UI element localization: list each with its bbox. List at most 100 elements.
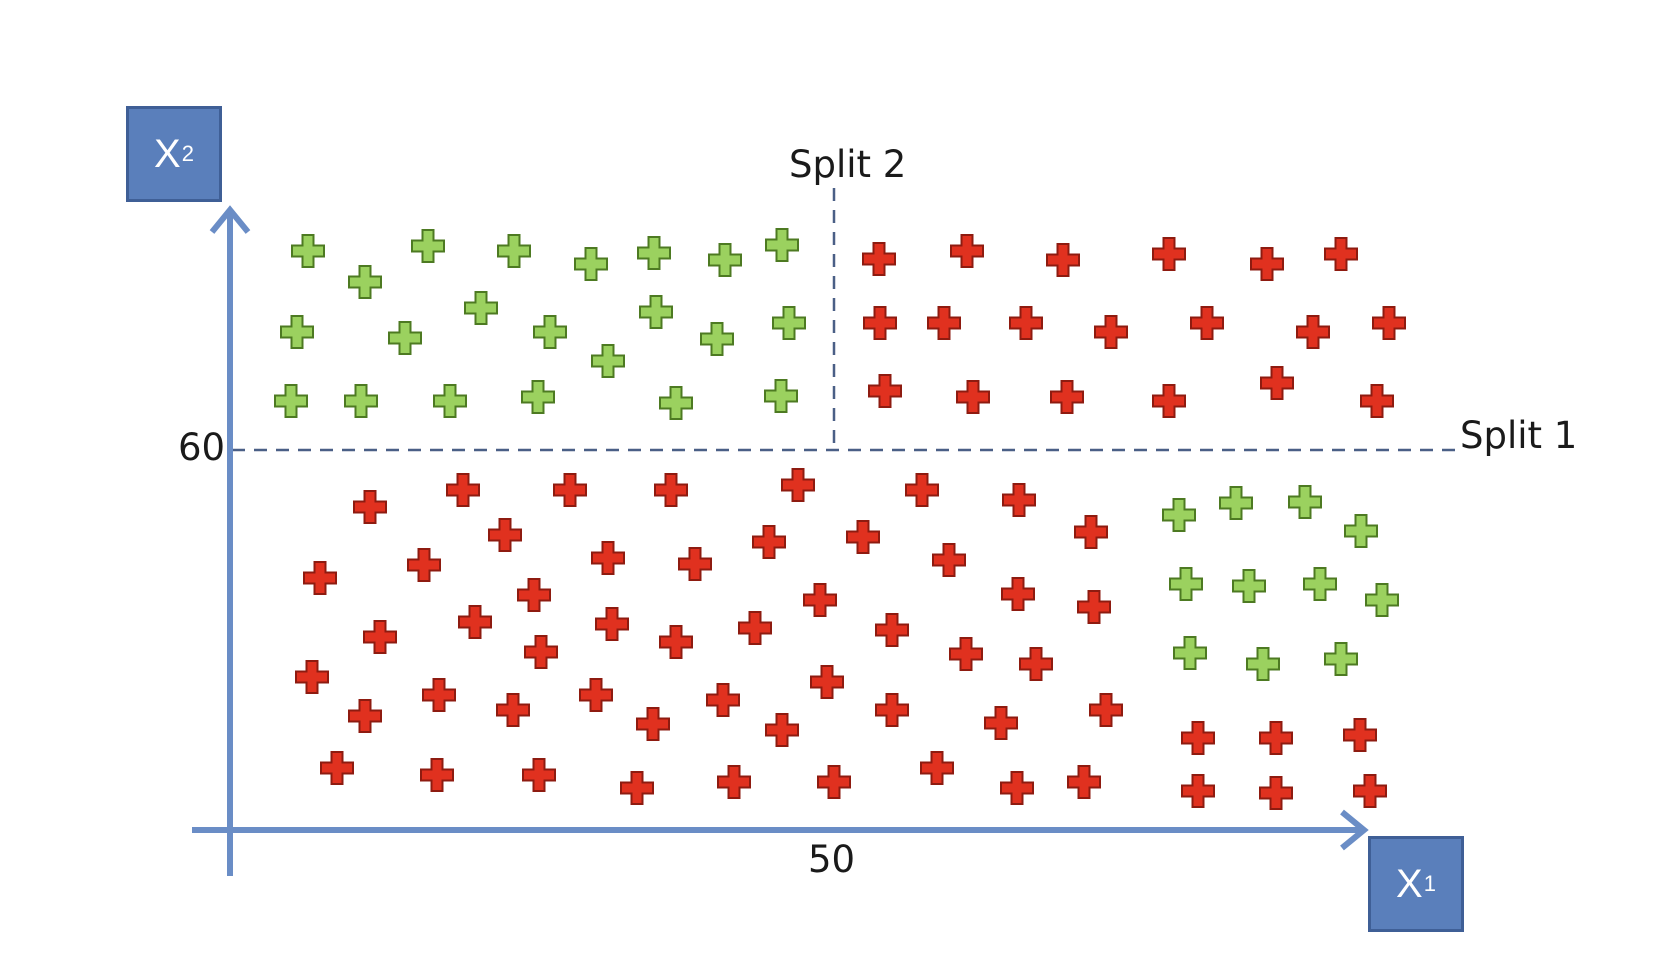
- green-plus-marker: [1169, 567, 1203, 601]
- red-plus-marker: [765, 713, 799, 747]
- red-plus-marker: [458, 605, 492, 639]
- red-plus-marker: [496, 693, 530, 727]
- red-plus-marker: [1094, 315, 1128, 349]
- green-plus-marker: [1219, 486, 1253, 520]
- red-plus-marker: [1001, 577, 1035, 611]
- red-plus-marker: [353, 490, 387, 524]
- red-plus-marker: [905, 473, 939, 507]
- green-plus-marker: [344, 384, 378, 418]
- red-plus-marker: [320, 751, 354, 785]
- red-plus-marker: [752, 525, 786, 559]
- red-plus-marker: [1089, 693, 1123, 727]
- red-plus-marker: [1259, 721, 1293, 755]
- red-plus-marker: [984, 706, 1018, 740]
- green-plus-marker: [708, 243, 742, 277]
- green-plus-marker: [388, 321, 422, 355]
- green-plus-marker: [348, 265, 382, 299]
- green-plus-marker: [433, 384, 467, 418]
- green-plus-marker: [464, 291, 498, 325]
- green-plus-marker: [1246, 647, 1280, 681]
- red-plus-marker: [817, 765, 851, 799]
- red-plus-marker: [949, 637, 983, 671]
- red-plus-marker: [803, 583, 837, 617]
- green-plus-marker: [659, 386, 693, 420]
- red-plus-marker: [1074, 515, 1108, 549]
- red-plus-marker: [932, 543, 966, 577]
- red-plus-marker: [863, 306, 897, 340]
- red-plus-marker: [659, 625, 693, 659]
- red-plus-marker: [591, 541, 625, 575]
- green-plus-marker: [1324, 642, 1358, 676]
- red-plus-marker: [1190, 306, 1224, 340]
- red-plus-marker: [620, 771, 654, 805]
- red-plus-marker: [678, 547, 712, 581]
- green-plus-marker: [533, 315, 567, 349]
- green-plus-marker: [637, 236, 671, 270]
- red-plus-marker: [595, 607, 629, 641]
- red-plus-marker: [1259, 776, 1293, 810]
- green-plus-marker: [765, 228, 799, 262]
- red-plus-marker: [1353, 774, 1387, 808]
- green-plus-marker: [700, 322, 734, 356]
- red-plus-marker: [348, 699, 382, 733]
- x-axis-arrowhead: [1340, 809, 1369, 851]
- green-plus-marker: [280, 315, 314, 349]
- red-plus-marker: [420, 758, 454, 792]
- x-axis-box-sub: 1: [1423, 871, 1436, 896]
- red-plus-marker: [488, 518, 522, 552]
- red-plus-marker: [781, 468, 815, 502]
- red-plus-marker: [920, 751, 954, 785]
- red-plus-marker: [524, 635, 558, 669]
- red-plus-marker: [303, 561, 337, 595]
- red-plus-marker: [553, 473, 587, 507]
- green-plus-marker: [521, 380, 555, 414]
- red-plus-marker: [810, 665, 844, 699]
- x-axis-box-main: X: [1396, 861, 1423, 906]
- x-tick-label: 50: [808, 838, 856, 881]
- green-plus-marker: [497, 234, 531, 268]
- red-plus-marker: [1250, 247, 1284, 281]
- red-plus-marker: [1260, 366, 1294, 400]
- green-plus-marker: [1232, 569, 1266, 603]
- green-plus-marker: [591, 344, 625, 378]
- red-plus-marker: [1046, 243, 1080, 277]
- green-plus-marker: [574, 247, 608, 281]
- y-axis-arrowhead: [209, 205, 251, 234]
- green-plus-marker: [764, 379, 798, 413]
- red-plus-marker: [1009, 306, 1043, 340]
- green-plus-marker: [291, 234, 325, 268]
- red-plus-marker: [706, 683, 740, 717]
- y-axis-box-main: X: [154, 131, 181, 176]
- red-plus-marker: [579, 678, 613, 712]
- red-plus-marker: [1181, 721, 1215, 755]
- red-plus-marker: [1067, 765, 1101, 799]
- red-plus-marker: [1000, 771, 1034, 805]
- y-axis-box-sub: 2: [181, 141, 194, 166]
- split-1-label: Split 1: [1460, 414, 1578, 457]
- red-plus-marker: [295, 660, 329, 694]
- red-plus-marker: [846, 520, 880, 554]
- red-plus-marker: [956, 380, 990, 414]
- red-plus-marker: [363, 620, 397, 654]
- green-plus-marker: [1162, 498, 1196, 532]
- red-plus-marker: [1296, 315, 1330, 349]
- data-points: [274, 228, 1406, 810]
- green-plus-marker: [1344, 514, 1378, 548]
- red-plus-marker: [422, 678, 456, 712]
- red-plus-marker: [1372, 306, 1406, 340]
- green-plus-marker: [1288, 485, 1322, 519]
- red-plus-marker: [1360, 384, 1394, 418]
- green-plus-marker: [1365, 583, 1399, 617]
- red-plus-marker: [1324, 237, 1358, 271]
- red-plus-marker: [927, 306, 961, 340]
- red-plus-marker: [717, 765, 751, 799]
- red-plus-marker: [1002, 483, 1036, 517]
- red-plus-marker: [950, 234, 984, 268]
- red-plus-marker: [407, 548, 441, 582]
- red-plus-marker: [1050, 380, 1084, 414]
- red-plus-marker: [862, 242, 896, 276]
- red-plus-marker: [875, 693, 909, 727]
